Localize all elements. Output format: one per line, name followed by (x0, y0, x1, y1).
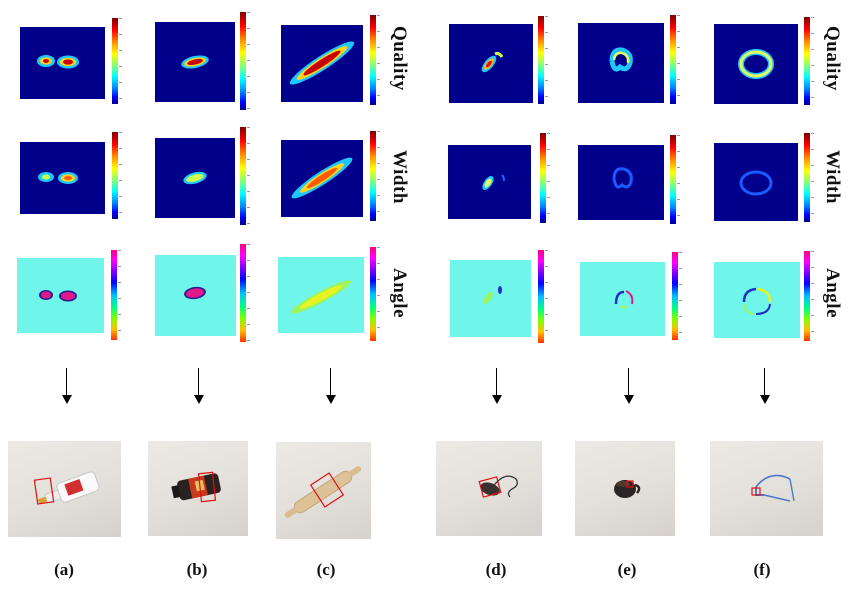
down-arrow-icon (326, 368, 336, 404)
width-map-c (281, 140, 363, 217)
width-heat-e (612, 167, 633, 189)
row-label-angle-left: Angle (389, 268, 410, 318)
quality-map-e (578, 23, 664, 103)
quality-map-c (281, 25, 363, 102)
width-heat-f (739, 170, 773, 196)
angle-map-f (714, 262, 800, 338)
width-heat-c (291, 157, 353, 199)
width-colorbar-a (112, 132, 122, 219)
width-map-f (714, 143, 798, 221)
angle-colorbar-d (538, 250, 548, 343)
row-label-width-left: Width (389, 150, 410, 204)
eyeglasses-image (751, 474, 795, 502)
photo-object-e (575, 441, 675, 536)
width-map-e (578, 145, 664, 220)
width-map-b (155, 138, 235, 218)
quality-map-d (449, 24, 533, 103)
caption-b: (b) (186, 560, 208, 579)
row-label-quality-left: Quality (389, 26, 410, 91)
angle-map-a (17, 258, 104, 333)
quality-heat-c (289, 41, 355, 85)
angle-colorbar-b (240, 244, 250, 342)
row-label-width-right: Width (822, 150, 843, 204)
photo-object-a (8, 441, 121, 537)
angle-heat-c (290, 280, 352, 314)
angle-colorbar-f (804, 251, 814, 341)
dark-bottle-image (171, 471, 221, 503)
width-colorbar-b (240, 127, 250, 225)
angle-heat-a (39, 290, 77, 302)
width-colorbar-e (670, 135, 680, 224)
quality-colorbar-d (538, 16, 548, 104)
row-label-quality-right: Quality (822, 26, 843, 91)
quality-map-a (20, 27, 105, 99)
width-heat-b (183, 171, 207, 185)
angle-heat-e (614, 290, 634, 309)
angle-heat-f (742, 287, 772, 315)
quality-heat-b (181, 55, 209, 69)
caption-a: (a) (54, 560, 74, 579)
angle-colorbar-c (370, 247, 380, 341)
quality-colorbar-c (370, 15, 380, 105)
quality-colorbar-a (112, 18, 122, 104)
angle-heat-d (483, 286, 502, 304)
photo-object-d (436, 441, 542, 536)
down-arrow-icon (62, 368, 72, 404)
glue-bottle-image (33, 471, 100, 505)
photo-object-c (276, 442, 371, 539)
quality-heat-f (738, 49, 774, 79)
angle-map-e (580, 262, 665, 336)
rolling-pin-image (284, 466, 362, 518)
width-map-a (20, 142, 105, 214)
angle-map-c (278, 257, 364, 333)
caption-f: (f) (753, 560, 771, 579)
down-arrow-icon (760, 368, 770, 404)
caption-e: (e) (617, 560, 637, 579)
quality-colorbar-b (240, 12, 250, 110)
quality-map-b (155, 22, 235, 102)
width-map-d (448, 145, 531, 219)
mug-image (614, 480, 641, 498)
caption-d: (d) (485, 560, 507, 579)
quality-map-f (714, 24, 798, 104)
angle-heat-b (184, 286, 206, 300)
down-arrow-icon (194, 368, 204, 404)
down-arrow-icon (624, 368, 634, 404)
width-heat-d (482, 174, 505, 190)
photo-object-f (710, 441, 823, 536)
angle-colorbar-a (111, 250, 121, 340)
width-colorbar-f (804, 133, 814, 222)
angle-map-d (450, 260, 531, 337)
down-arrow-icon (492, 368, 502, 404)
caption-c: (c) (316, 560, 336, 579)
width-heat-a (38, 172, 78, 184)
quality-colorbar-f (804, 17, 814, 105)
quality-heat-e (609, 47, 633, 72)
width-colorbar-c (370, 131, 380, 221)
row-label-angle-right: Angle (822, 268, 843, 318)
photo-object-b (148, 441, 248, 536)
quality-colorbar-e (670, 15, 680, 104)
angle-map-b (155, 255, 236, 336)
quality-heat-d (481, 51, 504, 73)
quality-heat-a (37, 55, 79, 69)
width-colorbar-d (540, 133, 550, 223)
mouse-image (478, 475, 518, 498)
angle-colorbar-e (672, 252, 682, 340)
